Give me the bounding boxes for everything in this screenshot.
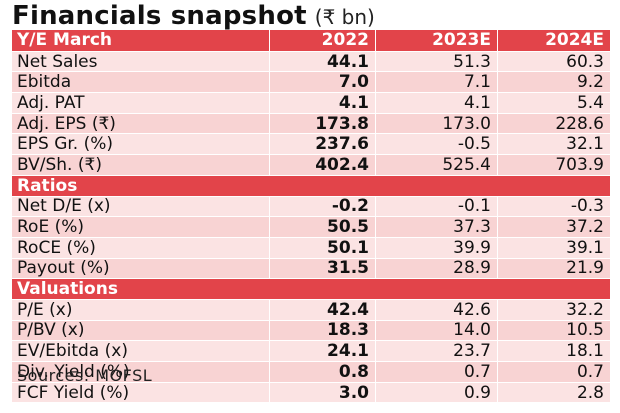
row-label: RoCE (%) [17,237,96,258]
row-value: 228.6 [497,113,610,134]
row-value: 10.5 [497,320,610,341]
table-row: Net Sales 44.1 51.3 60.3 [12,50,610,72]
section-title: Ratios [17,175,78,196]
row-value: 42.6 [375,299,497,320]
section-header-row: Valuations [12,278,610,299]
row-value: 14.0 [375,320,497,341]
table-row: RoCE (%) 50.1 39.9 39.1 [12,236,610,258]
row-value: 2.8 [497,382,610,403]
row-value: 0.8 [269,362,375,382]
row-value: 7.0 [269,72,375,93]
row-value: 50.5 [269,217,375,237]
row-value: 4.1 [375,93,497,113]
table-row: Adj. EPS (₹) 173.8 173.0 228.6 [12,112,610,134]
section-header-row: Ratios [12,174,610,196]
table-row: EPS Gr. (%) 237.6 -0.5 32.1 [12,133,610,155]
row-value: 31.5 [269,258,375,279]
section-title: Valuations [17,279,118,300]
row-value: 18.1 [497,341,610,361]
row-value: -0.5 [375,134,497,155]
row-value: 44.1 [269,51,375,72]
row-value: 173.0 [375,113,497,134]
row-value: 24.1 [269,341,375,361]
header-year: 2022 [269,30,375,51]
table-row: BV/Sh. (₹) 402.4 525.4 703.9 [12,154,610,175]
row-value: 51.3 [375,51,497,72]
row-value: -0.1 [375,196,497,217]
row-label: RoE (%) [17,217,85,238]
table-row: Ebitda 7.0 7.1 9.2 [12,71,610,93]
row-value: 3.0 [269,382,375,403]
header-year: 2024E [497,30,610,51]
row-label: Div. Yield (%) [17,361,130,382]
table-row: Div. Yield (%) 0.8 0.7 0.7 [12,361,610,382]
table-row: P/E (x) 42.4 42.6 32.2 [12,298,610,320]
row-value: 7.1 [375,72,497,93]
row-value: 23.7 [375,341,497,361]
table-row: EV/Ebitda (x) 24.1 23.7 18.1 [12,340,610,361]
row-value: 525.4 [375,155,497,175]
row-label: Net D/E (x) [17,196,111,217]
table-row: P/BV (x) 18.3 14.0 10.5 [12,319,610,341]
row-value: 37.2 [497,217,610,237]
row-label: P/E (x) [17,299,73,320]
table-header-row: Y/E March 2022 2023E 2024E [12,30,610,51]
table-row: Adj. PAT 4.1 4.1 5.4 [12,92,610,113]
unit-label: (₹ bn) [314,5,375,29]
page-title: Financials snapshot [12,1,307,31]
row-value: 21.9 [497,258,610,279]
row-value: 32.1 [497,134,610,155]
row-label: EPS Gr. (%) [17,134,114,155]
row-value: 0.7 [375,362,497,382]
row-value: 42.4 [269,299,375,320]
row-value: 28.9 [375,258,497,279]
source-note: Sources: MOFSL [17,366,153,385]
row-label: Payout (%) [17,258,110,279]
header-year: 2023E [375,30,497,51]
row-label: P/BV (x) [17,320,85,341]
row-label: BV/Sh. (₹) [17,154,102,175]
row-label: Adj. EPS (₹) [17,113,116,134]
table-row: RoE (%) 50.5 37.3 37.2 [12,216,610,237]
row-value: 9.2 [497,72,610,93]
row-value: 37.3 [375,217,497,237]
table-row: Payout (%) 31.5 28.9 21.9 [12,257,610,279]
row-value: 173.8 [269,113,375,134]
row-value: 60.3 [497,51,610,72]
table-row: FCF Yield (%) 3.0 0.9 2.8 [12,381,610,403]
row-value: 32.2 [497,299,610,320]
row-value: 703.9 [497,155,610,175]
row-value: 39.9 [375,237,497,258]
row-label: FCF Yield (%) [17,382,130,403]
row-value: 0.9 [375,382,497,403]
row-value: -0.3 [497,196,610,217]
row-label: Adj. PAT [17,92,85,113]
row-value: 18.3 [269,320,375,341]
row-value: 237.6 [269,134,375,155]
row-label: Net Sales [17,51,98,72]
row-value: 39.1 [497,237,610,258]
row-value: 4.1 [269,93,375,113]
row-label: Ebitda [17,72,72,93]
row-value: 402.4 [269,155,375,175]
table-row: Net D/E (x) -0.2 -0.1 -0.3 [12,195,610,217]
row-value: 0.7 [497,362,610,382]
financials-table: Y/E March 2022 2023E 2024E Net Sales 44.1 51.3… [12,30,610,403]
row-label: EV/Ebitda (x) [17,341,128,362]
row-value: 50.1 [269,237,375,258]
title-block: Financials snapshot (₹ bn) [12,0,375,34]
row-value: -0.2 [269,196,375,217]
header-label: Y/E March [17,30,113,51]
row-value: 5.4 [497,93,610,113]
